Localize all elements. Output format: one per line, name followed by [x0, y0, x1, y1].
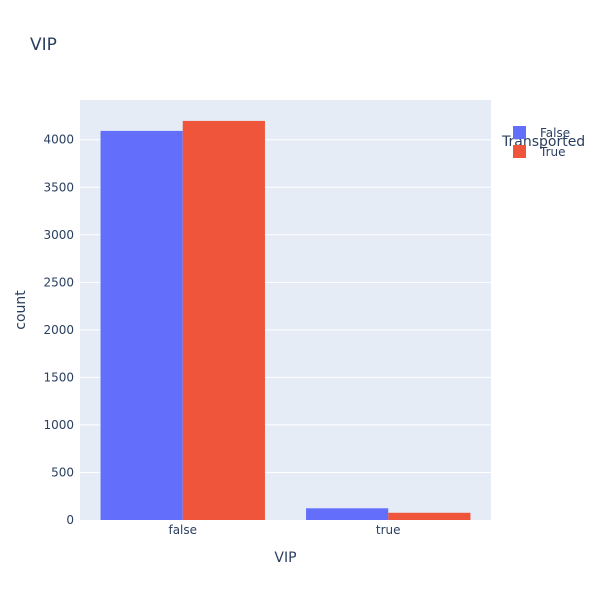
y-tick-label: 500: [51, 465, 74, 479]
legend-swatch-true: [513, 145, 526, 158]
y-tick-label: 2500: [43, 275, 74, 289]
legend-items: False True: [513, 126, 570, 159]
y-tick-label: 0: [66, 513, 74, 527]
legend-label-false: False: [540, 126, 570, 140]
y-axis-ticks: 0 500 1000 1500 2000 2500 3000 3500 4000: [43, 133, 74, 527]
legend-swatch-false: [513, 126, 526, 139]
bar-true-true: [388, 512, 471, 520]
x-tick-label: false: [168, 523, 197, 537]
x-axis-ticks: false true: [168, 523, 400, 537]
bar-true-false: [306, 508, 389, 520]
legend-label-true: True: [539, 145, 566, 159]
bar-false-false: [100, 130, 183, 520]
bars: [100, 120, 471, 521]
y-axis-label: count: [13, 290, 29, 330]
y-tick-label: 3500: [43, 180, 74, 194]
y-tick-label: 1000: [43, 418, 74, 432]
y-tick-label: 4000: [43, 133, 74, 147]
y-tick-label: 2000: [43, 323, 74, 337]
x-axis-label: VIP: [274, 550, 296, 566]
y-tick-label: 3000: [43, 228, 74, 242]
bar-false-true: [182, 120, 265, 521]
y-tick-label: 1500: [43, 370, 74, 384]
chart-title: VIP: [30, 35, 57, 55]
x-tick-label: true: [376, 523, 401, 537]
